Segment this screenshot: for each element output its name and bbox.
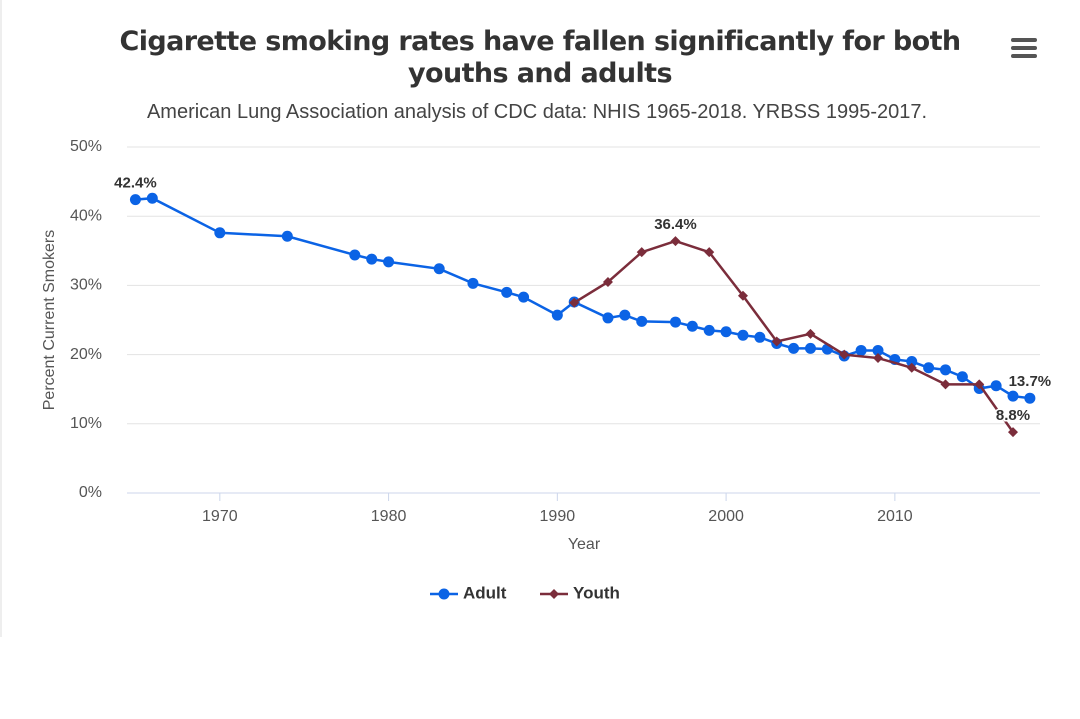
point	[281, 230, 293, 242]
data-label: 13.7%	[1009, 373, 1052, 390]
y-tick-label: 40%	[70, 207, 102, 224]
point	[366, 253, 378, 265]
point	[788, 342, 800, 354]
legend-item[interactable]: Adult	[430, 583, 507, 602]
point	[771, 336, 782, 347]
x-axis-label: Year	[568, 536, 601, 553]
point	[737, 290, 748, 301]
y-tick-label: 30%	[70, 277, 102, 294]
point	[906, 356, 918, 368]
point	[720, 326, 732, 338]
point	[855, 344, 867, 356]
point	[349, 249, 361, 261]
y-tick-label: 20%	[70, 346, 102, 363]
point	[214, 227, 226, 239]
point	[1024, 392, 1036, 404]
point	[974, 379, 985, 390]
legend-label: Youth	[573, 583, 620, 602]
point	[670, 236, 681, 247]
point	[383, 256, 395, 268]
point	[923, 362, 935, 374]
point	[146, 192, 158, 204]
chart-subtitle: American Lung Association analysis of CD…	[146, 101, 928, 123]
point	[602, 276, 613, 287]
point	[804, 342, 816, 354]
x-tick-label: 1970	[202, 508, 238, 525]
point	[551, 309, 563, 321]
point	[636, 315, 648, 327]
point	[872, 353, 883, 364]
x-tick-label: 2000	[708, 508, 744, 525]
y-axis-label: Percent Current Smokers	[41, 230, 58, 411]
legend-marker	[549, 589, 559, 599]
point	[619, 309, 631, 321]
legend-label: Adult	[463, 583, 507, 602]
series-line	[573, 239, 1015, 433]
data-label: 8.8%	[996, 407, 1030, 424]
point	[1007, 427, 1018, 438]
x-tick-label: 1990	[540, 508, 576, 525]
point	[737, 329, 749, 341]
point	[990, 380, 1002, 392]
data-label: 36.4%	[654, 216, 697, 233]
point	[704, 247, 715, 258]
y-tick-label: 10%	[70, 415, 102, 432]
legend-marker	[438, 588, 450, 600]
point	[805, 328, 816, 339]
point	[686, 320, 698, 332]
x-tick-label: 2010	[877, 508, 913, 525]
data-label: 42.4%	[114, 175, 157, 192]
point	[669, 316, 681, 328]
point	[501, 286, 513, 298]
chart-title: Cigarette smoking rates have fallen sign…	[119, 26, 961, 89]
point	[956, 371, 968, 383]
y-tick-label: 0%	[79, 484, 102, 501]
point	[467, 277, 479, 289]
point	[518, 291, 530, 303]
point	[1007, 390, 1019, 402]
point	[872, 344, 884, 356]
point	[129, 194, 141, 206]
point	[939, 364, 951, 376]
point	[906, 362, 917, 373]
menu-button[interactable]	[1011, 38, 1037, 58]
point	[636, 247, 647, 258]
point	[839, 349, 850, 360]
point	[940, 379, 951, 390]
y-tick-label: 50%	[70, 138, 102, 155]
point	[602, 312, 614, 324]
x-tick-label: 1980	[371, 508, 407, 525]
point	[433, 263, 445, 275]
point	[569, 297, 580, 308]
point	[703, 324, 715, 336]
point	[754, 331, 766, 343]
legend-item[interactable]: Youth	[540, 583, 620, 602]
